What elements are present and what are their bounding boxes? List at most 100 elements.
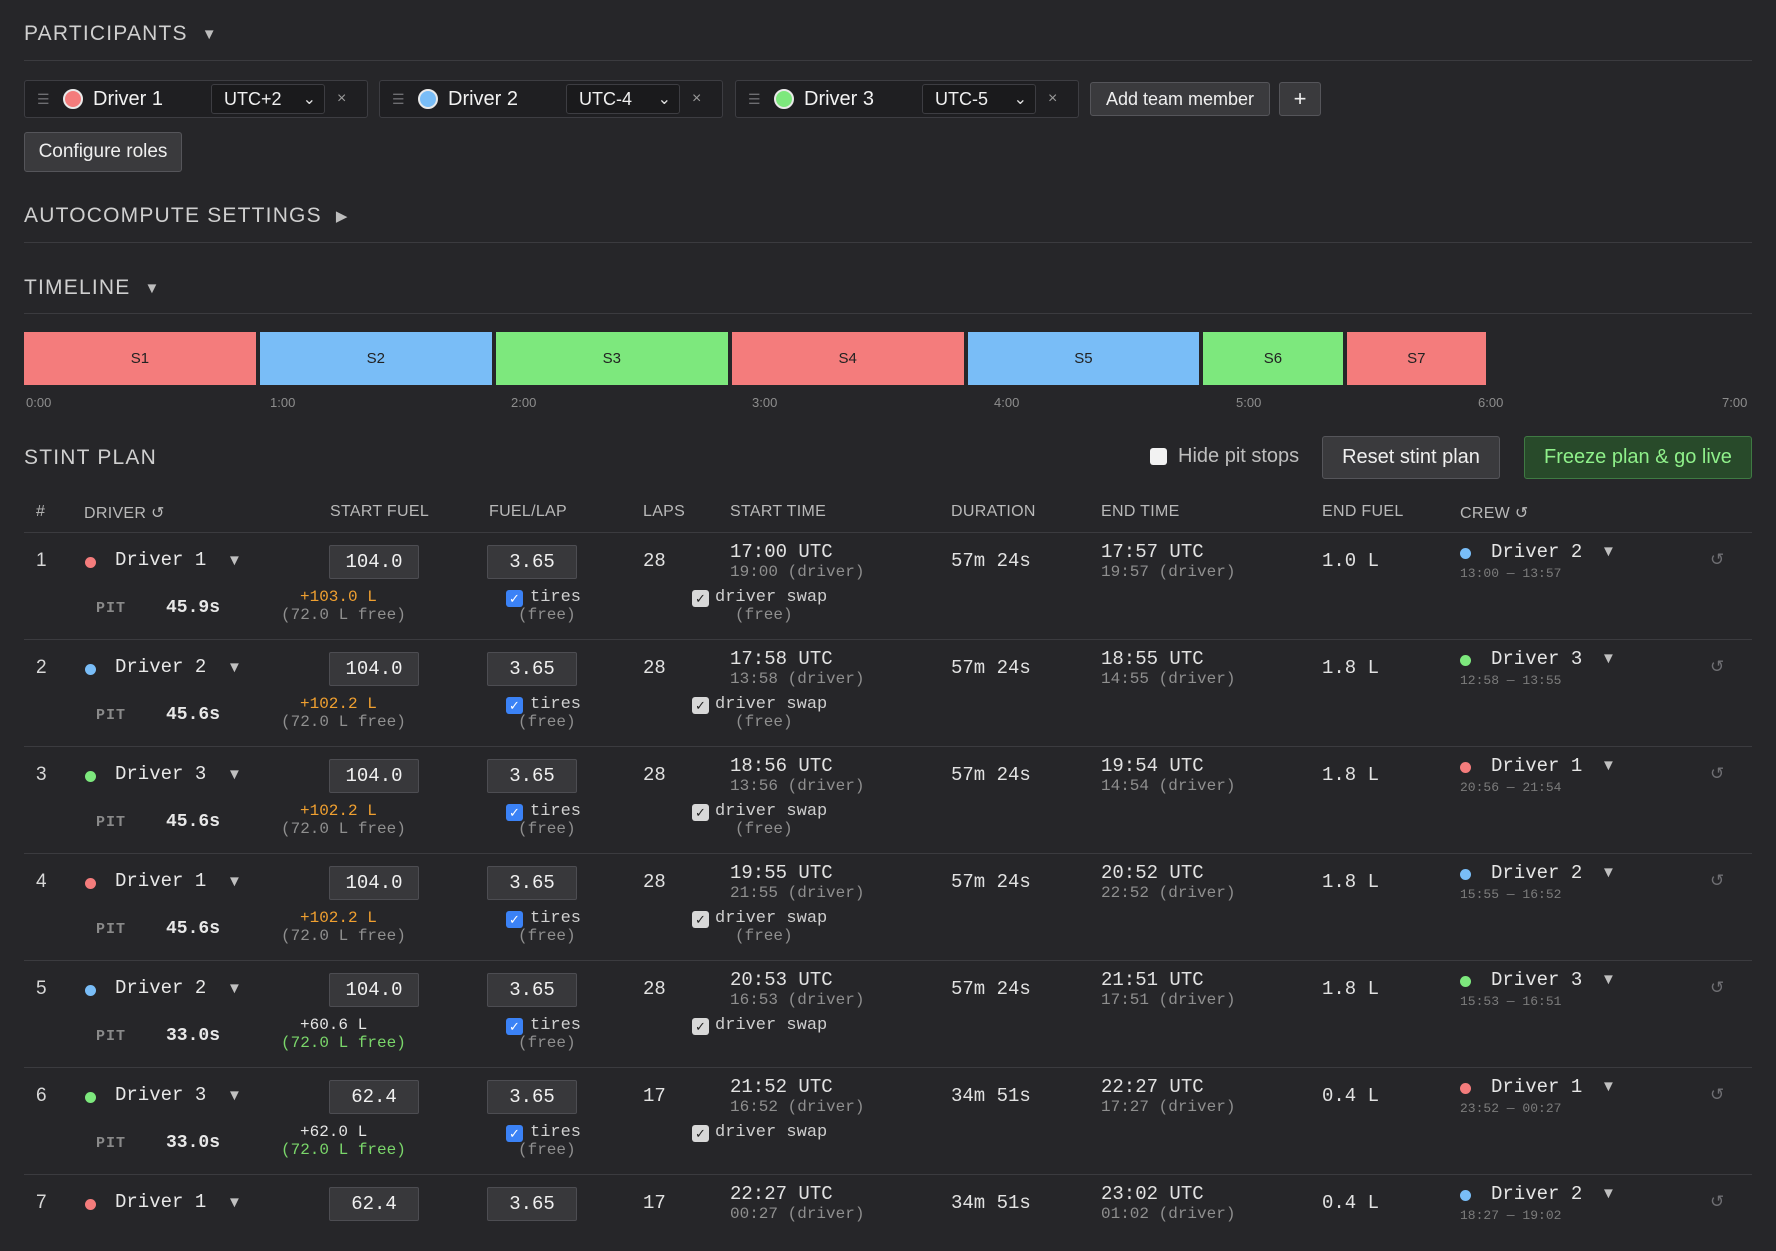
timeline-segment[interactable]: S4 xyxy=(731,332,964,385)
fuel-per-lap-input[interactable]: 3.65 xyxy=(487,866,577,900)
crew-member[interactable]: Driver 3 xyxy=(1491,969,1583,991)
start-fuel-input[interactable]: 62.4 xyxy=(329,1187,419,1221)
participant-name[interactable]: Driver 1 xyxy=(93,87,164,110)
driver-swap-checkbox[interactable]: ✓ xyxy=(692,590,709,607)
crew-member[interactable]: Driver 1 xyxy=(1491,755,1583,777)
caret-down-icon[interactable]: ▼ xyxy=(227,873,242,890)
crew-member[interactable]: Driver 1 xyxy=(1491,1076,1583,1098)
crew-member[interactable]: Driver 2 xyxy=(1491,1183,1583,1205)
start-fuel-input[interactable]: 104.0 xyxy=(329,973,419,1007)
fuel-per-lap-input[interactable]: 3.65 xyxy=(487,973,577,1007)
drag-handle-icon[interactable]: ☰ xyxy=(748,91,761,107)
timezone-select[interactable]: UTC-5 ⌄ xyxy=(922,84,1036,114)
caret-down-icon[interactable]: ▼ xyxy=(227,766,242,783)
fuel-per-lap-input[interactable]: 3.65 xyxy=(487,1080,577,1114)
reset-row-icon[interactable]: ↺ xyxy=(1710,657,1725,676)
tires-checkbox[interactable]: ✓ xyxy=(506,1125,523,1142)
reset-row-icon[interactable]: ↺ xyxy=(1710,550,1725,569)
stint-driver[interactable]: Driver 1 xyxy=(115,1191,207,1213)
color-swatch[interactable] xyxy=(418,89,438,109)
participant-chip[interactable]: ☰ Driver 3 UTC-5 ⌄ × xyxy=(735,80,1079,118)
stint-driver[interactable]: Driver 1 xyxy=(115,549,207,571)
caret-down-icon[interactable]: ▼ xyxy=(1601,757,1616,774)
timezone-select[interactable]: UTC-4 ⌄ xyxy=(566,84,680,114)
tires-checkbox[interactable]: ✓ xyxy=(506,911,523,928)
fuel-per-lap-input[interactable]: 3.65 xyxy=(487,652,577,686)
start-fuel-input[interactable]: 104.0 xyxy=(329,759,419,793)
timezone-select[interactable]: UTC+2 ⌄ xyxy=(211,84,325,114)
freeze-plan-button[interactable]: Freeze plan & go live xyxy=(1524,436,1752,479)
start-fuel-input[interactable]: 62.4 xyxy=(329,1080,419,1114)
caret-down-icon[interactable]: ▼ xyxy=(1601,971,1616,988)
autocompute-header[interactable]: AUTOCOMPUTE SETTINGS ▶ xyxy=(24,204,349,228)
caret-down-icon[interactable]: ▼ xyxy=(1601,543,1616,560)
fuel-per-lap-input[interactable]: 3.65 xyxy=(487,545,577,579)
participants-header[interactable]: PARTICIPANTS ▼ xyxy=(24,22,218,46)
timeline-segment[interactable]: S7 xyxy=(1346,332,1486,385)
remove-icon[interactable]: × xyxy=(337,90,347,107)
drag-handle-icon[interactable]: ☰ xyxy=(37,91,50,107)
stint-driver[interactable]: Driver 2 xyxy=(115,977,207,999)
timeline-segment[interactable]: S3 xyxy=(495,332,728,385)
configure-roles-button[interactable]: Configure roles xyxy=(24,132,182,172)
timeline-header[interactable]: TIMELINE ▼ xyxy=(24,276,161,300)
hide-pit-stops-checkbox[interactable] xyxy=(1150,448,1167,465)
tires-checkbox[interactable]: ✓ xyxy=(506,1018,523,1035)
fuel-per-lap-input[interactable]: 3.65 xyxy=(487,1187,577,1221)
caret-down-icon[interactable]: ▼ xyxy=(227,552,242,569)
caret-down-icon[interactable]: ▼ xyxy=(1601,1185,1616,1202)
driver-swap-checkbox[interactable]: ✓ xyxy=(692,1018,709,1035)
crew-member[interactable]: Driver 3 xyxy=(1491,648,1583,670)
fuel-per-lap-input[interactable]: 3.65 xyxy=(487,759,577,793)
participant-chip[interactable]: ☰ Driver 1 UTC+2 ⌄ × xyxy=(24,80,368,118)
reset-icon[interactable]: ↺ xyxy=(151,505,165,522)
caret-down-icon[interactable]: ▼ xyxy=(227,659,242,676)
stint-driver[interactable]: Driver 2 xyxy=(115,656,207,678)
caret-down-icon[interactable]: ▼ xyxy=(1601,1078,1616,1095)
caret-down-icon[interactable]: ▼ xyxy=(1601,650,1616,667)
add-team-member-button[interactable]: Add team member xyxy=(1090,82,1270,116)
tires-checkbox[interactable]: ✓ xyxy=(506,697,523,714)
start-fuel-input[interactable]: 104.0 xyxy=(329,545,419,579)
color-swatch[interactable] xyxy=(774,89,794,109)
tires-checkbox[interactable]: ✓ xyxy=(506,590,523,607)
start-fuel-input[interactable]: 104.0 xyxy=(329,652,419,686)
participant-name[interactable]: Driver 2 xyxy=(448,87,519,110)
stint-driver[interactable]: Driver 3 xyxy=(115,763,207,785)
remove-icon[interactable]: × xyxy=(1048,90,1058,107)
timeline-segment[interactable]: S2 xyxy=(259,332,492,385)
caret-down-icon[interactable]: ▼ xyxy=(227,1194,242,1211)
stint-driver[interactable]: Driver 1 xyxy=(115,870,207,892)
drag-handle-icon[interactable]: ☰ xyxy=(392,91,405,107)
remove-icon[interactable]: × xyxy=(692,90,702,107)
col-fuel-lap: FUEL/LAP xyxy=(489,503,567,520)
end-fuel: 1.8 L xyxy=(1322,978,1380,1000)
divider xyxy=(24,313,1752,314)
reset-row-icon[interactable]: ↺ xyxy=(1710,764,1725,783)
timeline-segment[interactable]: S5 xyxy=(967,332,1200,385)
crew-member[interactable]: Driver 2 xyxy=(1491,541,1583,563)
timeline-segment[interactable]: S6 xyxy=(1203,332,1343,385)
caret-down-icon[interactable]: ▼ xyxy=(227,980,242,997)
reset-stint-plan-button[interactable]: Reset stint plan xyxy=(1322,436,1500,479)
reset-row-icon[interactable]: ↺ xyxy=(1710,871,1725,890)
tires-checkbox[interactable]: ✓ xyxy=(506,804,523,821)
caret-down-icon[interactable]: ▼ xyxy=(227,1087,242,1104)
driver-swap-checkbox[interactable]: ✓ xyxy=(692,804,709,821)
timeline-segment[interactable]: S1 xyxy=(24,332,256,385)
caret-down-icon[interactable]: ▼ xyxy=(1601,864,1616,881)
participant-name[interactable]: Driver 3 xyxy=(804,87,875,110)
reset-row-icon[interactable]: ↺ xyxy=(1710,978,1725,997)
reset-row-icon[interactable]: ↺ xyxy=(1710,1085,1725,1104)
driver-swap-checkbox[interactable]: ✓ xyxy=(692,1125,709,1142)
reset-icon[interactable]: ↺ xyxy=(1514,505,1529,522)
crew-member[interactable]: Driver 2 xyxy=(1491,862,1583,884)
driver-swap-checkbox[interactable]: ✓ xyxy=(692,697,709,714)
start-fuel-input[interactable]: 104.0 xyxy=(329,866,419,900)
driver-swap-checkbox[interactable]: ✓ xyxy=(692,911,709,928)
reset-row-icon[interactable]: ↺ xyxy=(1710,1192,1725,1211)
color-swatch[interactable] xyxy=(63,89,83,109)
plus-button[interactable]: + xyxy=(1279,82,1321,116)
participant-chip[interactable]: ☰ Driver 2 UTC-4 ⌄ × xyxy=(379,80,723,118)
stint-driver[interactable]: Driver 3 xyxy=(115,1084,207,1106)
